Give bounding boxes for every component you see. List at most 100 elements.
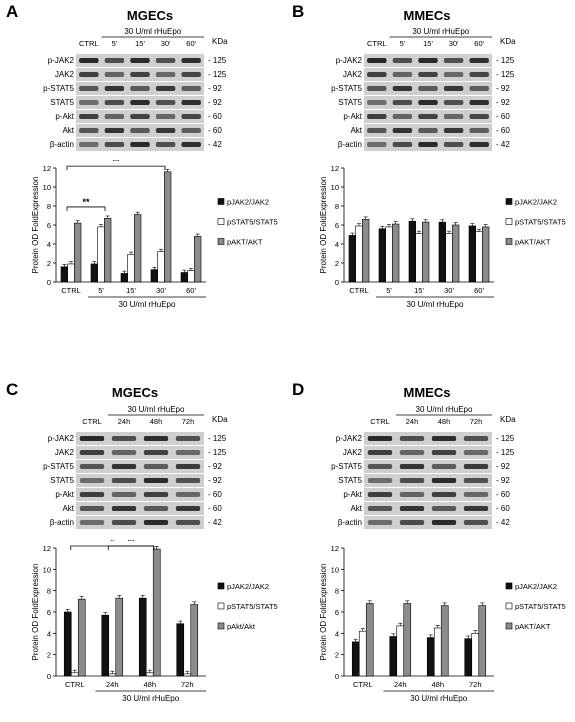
blot-band	[469, 100, 489, 105]
blot-band	[143, 492, 169, 497]
blot-band	[463, 450, 489, 455]
blot-band	[443, 114, 464, 119]
bar	[351, 641, 360, 677]
blot-band	[155, 72, 176, 77]
kda-marker: - 92	[496, 98, 510, 107]
legend-label: pJAK2/JAK2	[227, 197, 269, 206]
y-tick-label: 12	[43, 544, 51, 553]
kda-marker: - 60	[496, 126, 510, 135]
blot-band	[79, 100, 99, 105]
blot-band	[469, 72, 489, 77]
lane-label: 72h	[182, 417, 195, 426]
kda-marker: - 92	[208, 476, 222, 485]
blot-strip	[364, 488, 492, 501]
x-tick-label: 15'	[414, 286, 424, 295]
blot-band	[175, 464, 201, 469]
legend-label: pAKT/AKT	[515, 237, 551, 246]
bar	[389, 636, 398, 677]
kda-marker: - 92	[208, 462, 222, 471]
legend-swatch	[217, 622, 225, 630]
blot-band	[367, 128, 387, 133]
blot-band	[104, 58, 125, 63]
legend-label: pJAK2/JAK2	[227, 582, 269, 591]
blot-row-label: β-actin	[338, 140, 362, 149]
blot-band	[367, 72, 387, 77]
blot-band	[463, 478, 489, 483]
blot-band	[130, 114, 150, 119]
kda-marker: - 60	[208, 504, 222, 513]
lane-label: 5'	[400, 39, 406, 48]
y-tick-label: 12	[331, 164, 339, 173]
blot-row-label: p-Akt	[343, 112, 362, 121]
blot-band	[79, 86, 99, 91]
blot-band	[143, 436, 169, 441]
panel-title: MMECs	[403, 8, 451, 23]
bar	[74, 222, 82, 283]
blot-band	[399, 520, 425, 525]
blot-band	[181, 58, 201, 63]
blot-band	[469, 114, 489, 119]
lane-label: 15'	[135, 39, 145, 48]
treatment-label: 30 U/ml rHuEpo	[412, 27, 469, 36]
blot-row-label: Akt	[62, 126, 74, 135]
blot-band	[104, 72, 125, 77]
blot-band	[367, 464, 393, 469]
western-blot: 30 U/ml rHuEpo KDa CTRL 5' 15' 30' 60' p-JAK2 - …	[43, 27, 228, 151]
blot-band	[463, 520, 489, 525]
blot-strip	[76, 446, 204, 459]
kda-marker: - 125	[208, 70, 227, 79]
blot-band	[155, 86, 176, 91]
blot-row-label: STAT5	[338, 476, 362, 485]
blot-strip	[364, 502, 492, 515]
blot-band	[181, 142, 201, 147]
blot-band	[181, 86, 201, 91]
bar	[101, 614, 110, 677]
blot-row-label: Akt	[350, 126, 362, 135]
lane-label: 15'	[423, 39, 433, 48]
blot-band	[104, 86, 125, 91]
bar	[67, 263, 75, 283]
treatment-label: 30 U/ml rHuEpo	[124, 27, 181, 36]
y-tick-label: 4	[47, 240, 51, 249]
blot-band	[181, 128, 201, 133]
blot-row-label: Akt	[62, 504, 74, 513]
blot-band	[463, 492, 489, 497]
blot-band	[155, 58, 176, 63]
blot-row-label: p-Akt	[55, 112, 74, 121]
legend-label: pSTAT5/STAT5	[515, 217, 566, 226]
blot-band	[79, 492, 105, 497]
blot-band	[392, 142, 413, 147]
kda-marker: - 92	[208, 98, 222, 107]
bar	[471, 633, 480, 677]
blot-strip	[364, 516, 492, 529]
lane-label: 48h	[150, 417, 163, 426]
blot-band	[143, 506, 169, 511]
x-tick-label: 5'	[386, 286, 392, 295]
significance-label: *	[110, 540, 114, 546]
blot-band	[431, 492, 457, 497]
bar	[176, 623, 185, 677]
legend-label: pSTAT5/STAT5	[227, 217, 278, 226]
blot-row-label: p-STAT5	[43, 462, 74, 471]
legend-label: pAkt/Akt	[227, 622, 256, 631]
y-tick-label: 8	[47, 202, 51, 211]
western-blot: 30 U/ml rHuEpo KDa CTRL 24h 48h 72h p-JAK2 - 12…	[43, 405, 228, 529]
legend-swatch	[505, 238, 513, 245]
lane-label: CTRL	[79, 39, 99, 48]
legend-label: pJAK2/JAK2	[515, 582, 557, 591]
bar	[468, 225, 476, 283]
blot-band	[155, 142, 176, 147]
blot-strip	[364, 446, 492, 459]
y-tick-label: 10	[43, 183, 51, 192]
blot-strip	[76, 502, 204, 515]
bar	[145, 672, 154, 677]
bar	[355, 225, 363, 283]
bar	[378, 228, 386, 283]
blot-band	[130, 128, 150, 133]
bar-chart: Protein OD FoldExpression 0 2 4 6 8 10 12 CTRL 5'…	[319, 164, 566, 309]
y-tick-label: 12	[43, 164, 51, 173]
kda-marker: - 125	[208, 434, 227, 443]
blot-band	[392, 86, 413, 91]
blot-band	[399, 464, 425, 469]
y-tick-label: 6	[47, 221, 51, 230]
